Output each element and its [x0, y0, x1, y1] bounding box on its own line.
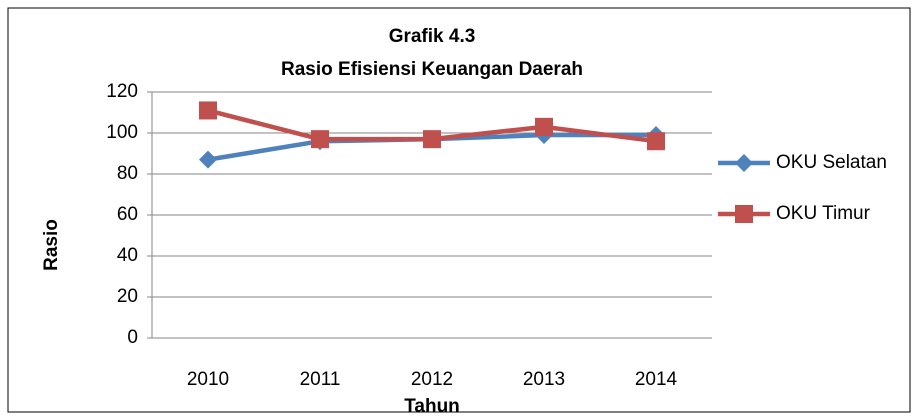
x-tick-label: 2011 [300, 369, 341, 390]
x-tick-label: 2014 [635, 369, 678, 390]
data-point [199, 101, 217, 120]
y-tick-label: 100 [106, 122, 138, 143]
data-point [535, 117, 553, 136]
y-tick-label: 120 [106, 81, 138, 102]
legend-marker [735, 154, 753, 172]
legend-label: OKU Timur [776, 203, 871, 224]
legend-label: OKU Selatan [776, 152, 887, 173]
chart-border [7, 7, 911, 413]
x-tick-label: 2013 [523, 369, 565, 390]
y-tick-label: 0 [127, 327, 138, 348]
y-axis-label: Rasio [41, 219, 62, 271]
y-tick-label: 80 [117, 163, 138, 184]
y-tick-label: 60 [117, 204, 138, 225]
chart-title: Grafik 4.3 [389, 26, 476, 47]
x-tick-label: 2012 [411, 369, 453, 390]
y-tick-label: 20 [117, 286, 138, 307]
y-tick-label: 40 [117, 245, 138, 266]
chart-subtitle: Rasio Efisiensi Keuangan Daerah [281, 59, 583, 80]
data-point [423, 130, 441, 149]
data-point [647, 132, 665, 151]
x-tick-label: 2010 [187, 369, 229, 390]
x-axis-label: Tahun [404, 396, 460, 417]
legend-marker [735, 205, 753, 223]
data-point [199, 150, 217, 169]
data-point [311, 130, 329, 149]
